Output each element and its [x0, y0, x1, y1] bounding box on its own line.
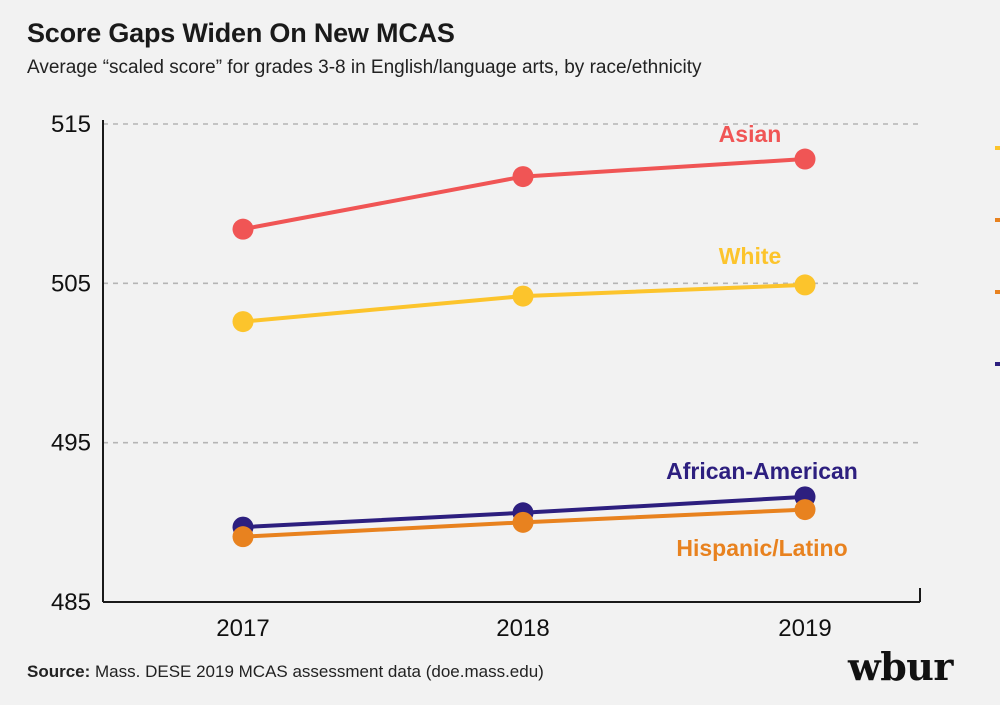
- y-tick-label-495: 495: [51, 430, 91, 457]
- series-label-african-american: African-American: [666, 458, 858, 484]
- series-label-white: White: [719, 243, 782, 269]
- series-label-asian: Asian: [719, 121, 782, 147]
- y-tick-label-485: 485: [51, 589, 91, 616]
- legend-marker-edge-2: [995, 218, 1000, 222]
- chart-title: Score Gaps Widen On New MCAS: [27, 18, 455, 48]
- x-tick-label-2017: 2017: [216, 615, 269, 642]
- y-tick-label-515: 515: [51, 111, 91, 138]
- series-label-hispanic-latino: Hispanic/Latino: [676, 535, 847, 561]
- data-point-asian-2018: [512, 166, 534, 188]
- data-point-white-2019: [794, 274, 816, 296]
- data-point-asian-2017: [232, 218, 254, 240]
- data-point-asian-2019: [794, 148, 816, 170]
- source-note: Source: Mass. DESE 2019 MCAS assessment …: [27, 662, 544, 682]
- legend-marker-edge-1: [995, 146, 1000, 150]
- x-tick-label-2019: 2019: [778, 615, 831, 642]
- legend-marker-edge-3: [995, 290, 1000, 294]
- source-label: Source:: [27, 662, 91, 681]
- wbur-logo: wbur: [848, 644, 953, 689]
- data-point-hispanic-latino-2018: [512, 511, 534, 533]
- source-text: Mass. DESE 2019 MCAS assessment data (do…: [90, 662, 544, 681]
- y-tick-label-505: 505: [51, 270, 91, 297]
- data-point-hispanic-latino-2019: [794, 499, 816, 521]
- x-tick-label-2018: 2018: [496, 615, 549, 642]
- data-point-white-2017: [232, 311, 254, 333]
- legend-marker-edge-4: [995, 362, 1000, 366]
- data-point-white-2018: [512, 285, 534, 307]
- data-point-hispanic-latino-2017: [232, 526, 254, 548]
- chart-subtitle: Average “scaled score” for grades 3-8 in…: [27, 57, 702, 78]
